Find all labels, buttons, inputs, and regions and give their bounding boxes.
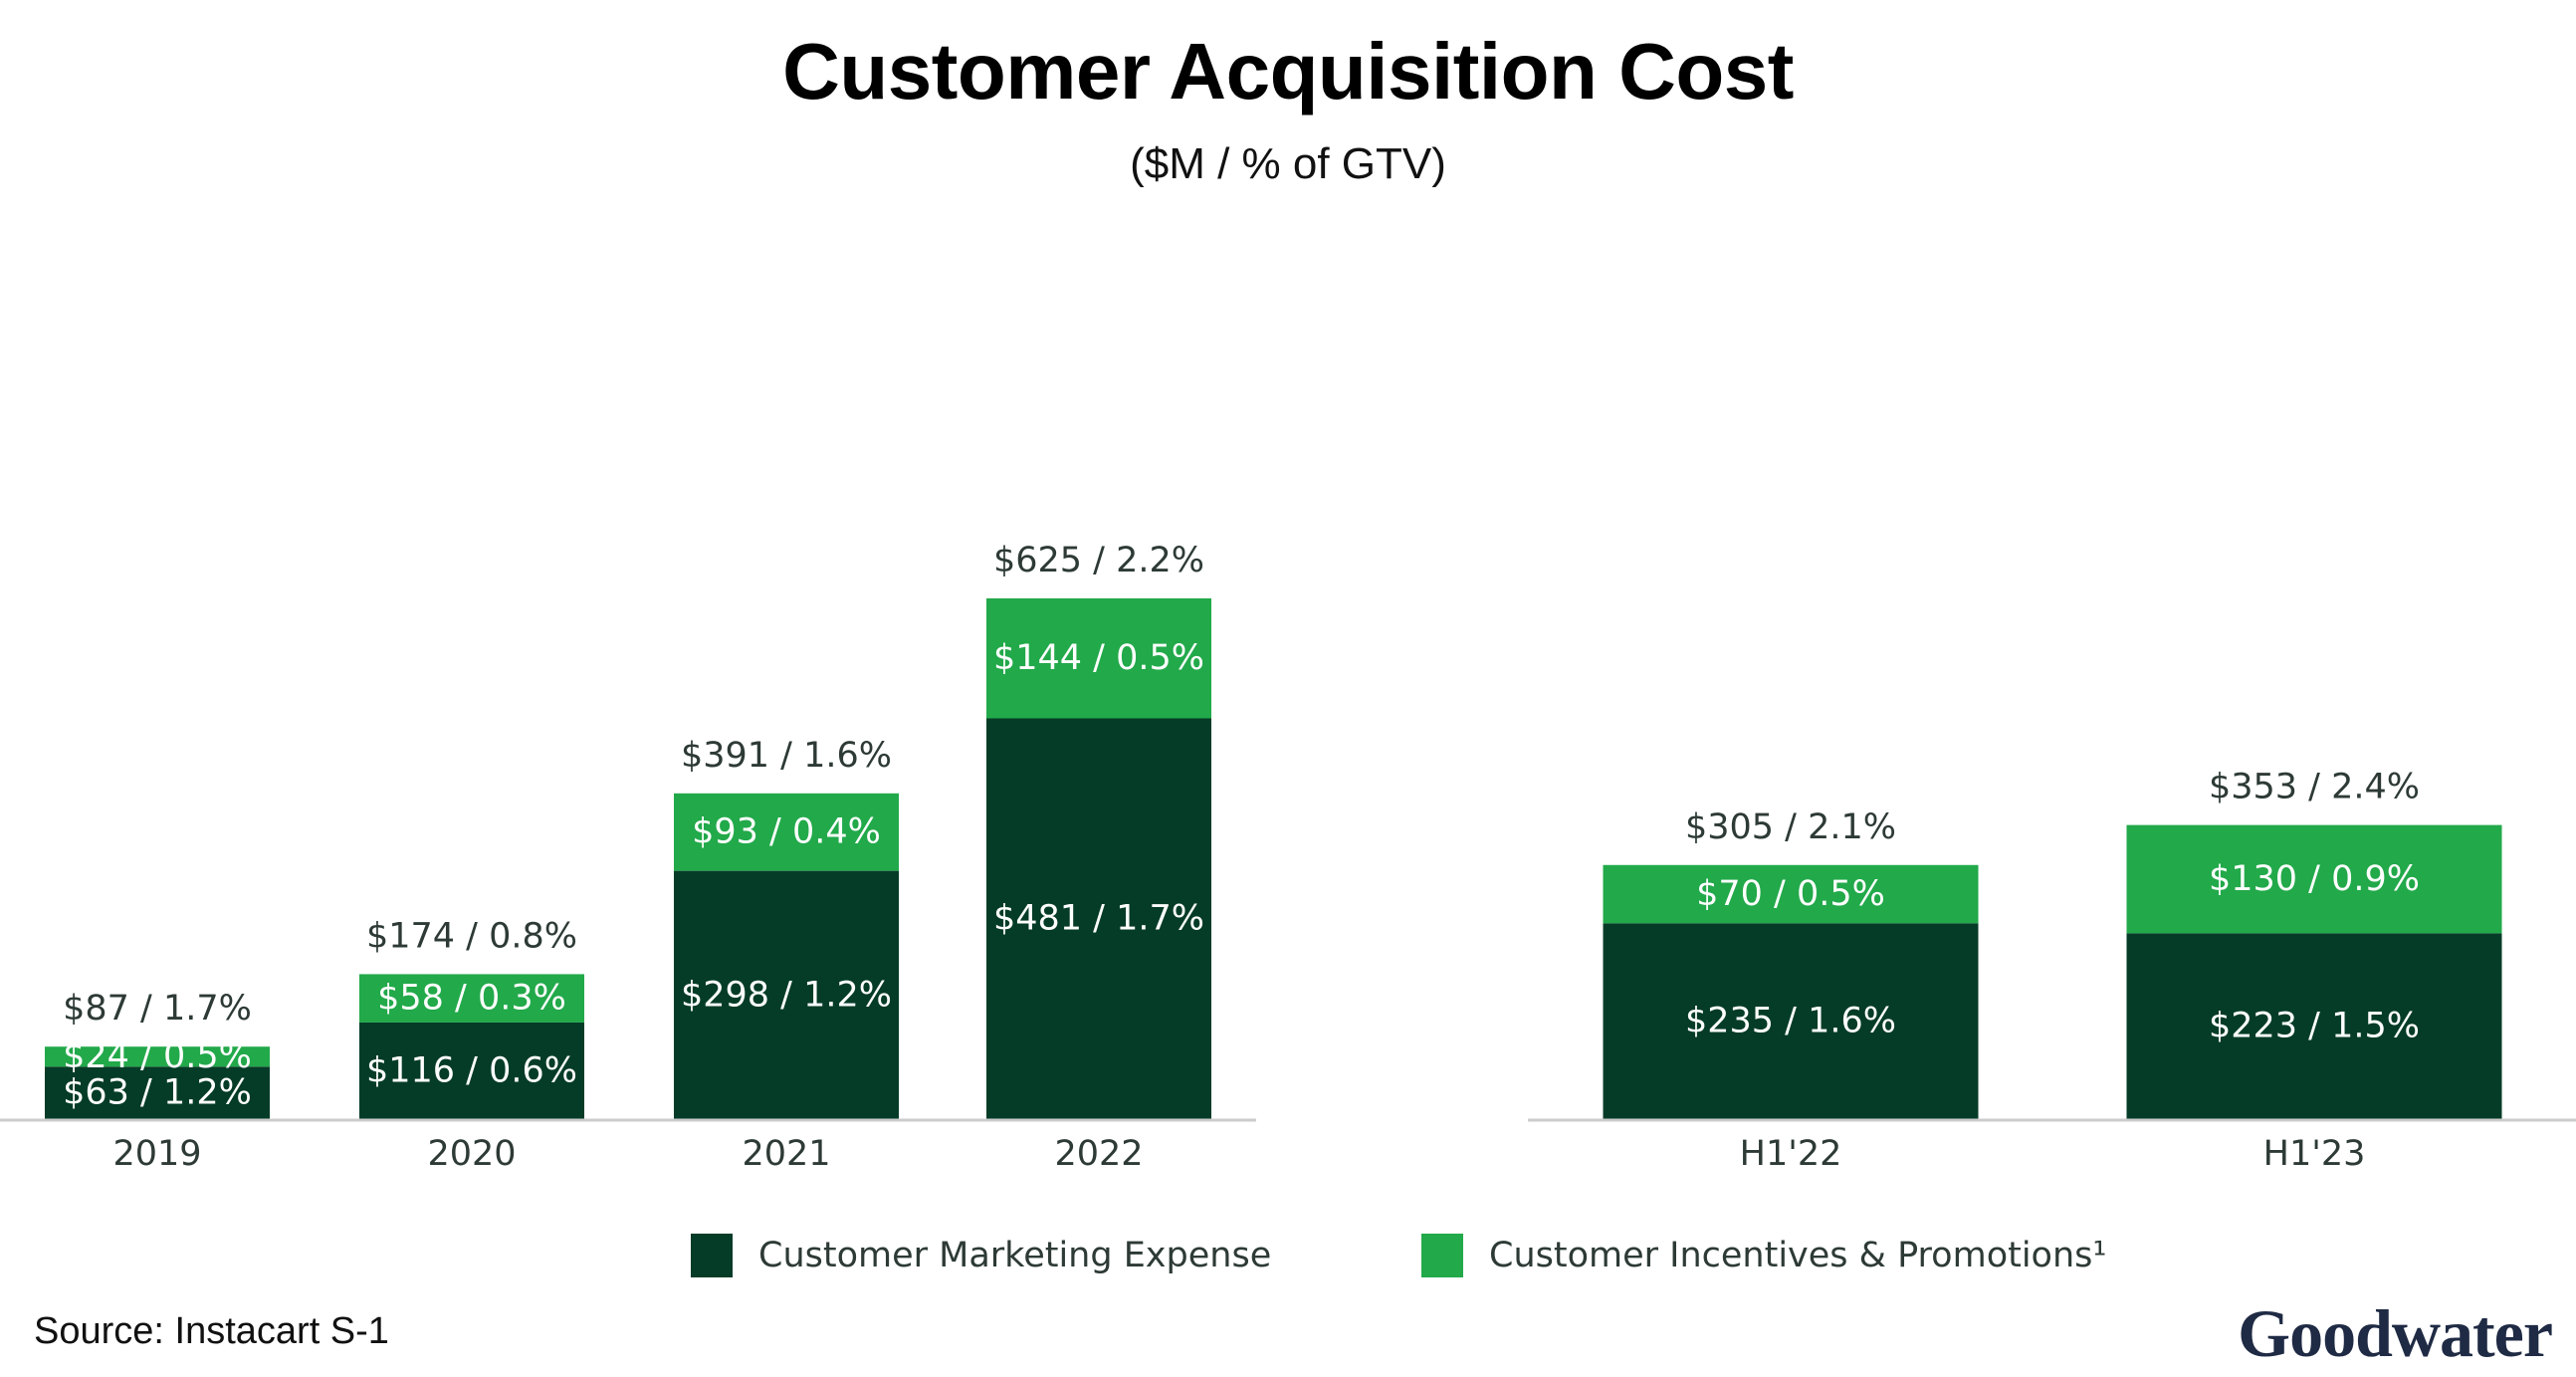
- x-tick-label: 2021: [742, 1134, 830, 1174]
- x-tick-label: 2022: [1054, 1134, 1143, 1174]
- legend-item-marketing: Customer Marketing Expense: [691, 1231, 1271, 1280]
- bar-segment-marketing: [674, 870, 899, 1119]
- bar-segment-marketing: [2126, 933, 2502, 1119]
- bar-segment-incentives: [45, 1046, 270, 1067]
- bar-total-label: $87 / 1.7%: [63, 989, 252, 1029]
- bar-total-label: $174 / 0.8%: [366, 916, 577, 956]
- segment-label-incentives: $93 / 0.4%: [692, 812, 881, 852]
- segment-label-marketing: $223 / 1.5%: [2209, 1007, 2420, 1046]
- bar-total-label: $305 / 2.1%: [1685, 807, 1896, 847]
- legend-label-incentives: Customer Incentives & Promotions¹: [1489, 1236, 2107, 1275]
- legend-item-incentives: Customer Incentives & Promotions¹: [1421, 1231, 2106, 1280]
- bar-segment-incentives: [986, 598, 1211, 719]
- segment-label-marketing: $235 / 1.6%: [1685, 1002, 1896, 1041]
- chart-subtitle: ($M / % of GTV): [1130, 139, 1446, 188]
- segment-label-incentives: $58 / 0.3%: [377, 979, 566, 1019]
- x-tick-label: 2019: [112, 1134, 201, 1174]
- goodwater-logo: Goodwater: [2238, 1295, 2553, 1371]
- x-tick-label: H1'23: [2263, 1134, 2366, 1174]
- segment-label-incentives: $130 / 0.9%: [2209, 859, 2420, 899]
- x-tick-label: 2020: [427, 1134, 516, 1174]
- bar-segment-marketing: [1603, 923, 1979, 1119]
- bar-segment-marketing: [45, 1066, 270, 1119]
- segment-label-incentives: $24 / 0.5%: [63, 1036, 252, 1076]
- bar-segment-incentives: [674, 793, 899, 871]
- segment-label-incentives: $70 / 0.5%: [1696, 874, 1885, 914]
- segment-label-marketing: $481 / 1.7%: [993, 899, 1204, 939]
- x-tick-label: H1'22: [1740, 1134, 1842, 1174]
- bar-segment-incentives: [2126, 824, 2502, 934]
- chart-title: Customer Acquisition Cost: [782, 27, 1794, 115]
- segment-label-marketing: $63 / 1.2%: [63, 1073, 252, 1113]
- bar-segment-incentives: [1603, 864, 1979, 924]
- legend-swatch-marketing: [691, 1234, 733, 1277]
- legend-label-marketing: Customer Marketing Expense: [758, 1236, 1272, 1275]
- source-note: Source: Instacart S-1: [34, 1310, 389, 1352]
- segment-label-incentives: $144 / 0.5%: [993, 638, 1204, 678]
- segment-label-marketing: $298 / 1.2%: [681, 975, 892, 1015]
- bar-total-label: $391 / 1.6%: [681, 736, 892, 776]
- segment-label-marketing: $116 / 0.6%: [366, 1050, 577, 1090]
- bar-segment-incentives: [359, 974, 584, 1023]
- bar-segment-marketing: [986, 718, 1211, 1119]
- bar-total-label: $625 / 2.2%: [993, 541, 1204, 580]
- bar-segment-marketing: [359, 1022, 584, 1119]
- legend-swatch-incentives: [1421, 1234, 1463, 1277]
- bar-total-label: $353 / 2.4%: [2209, 768, 2420, 807]
